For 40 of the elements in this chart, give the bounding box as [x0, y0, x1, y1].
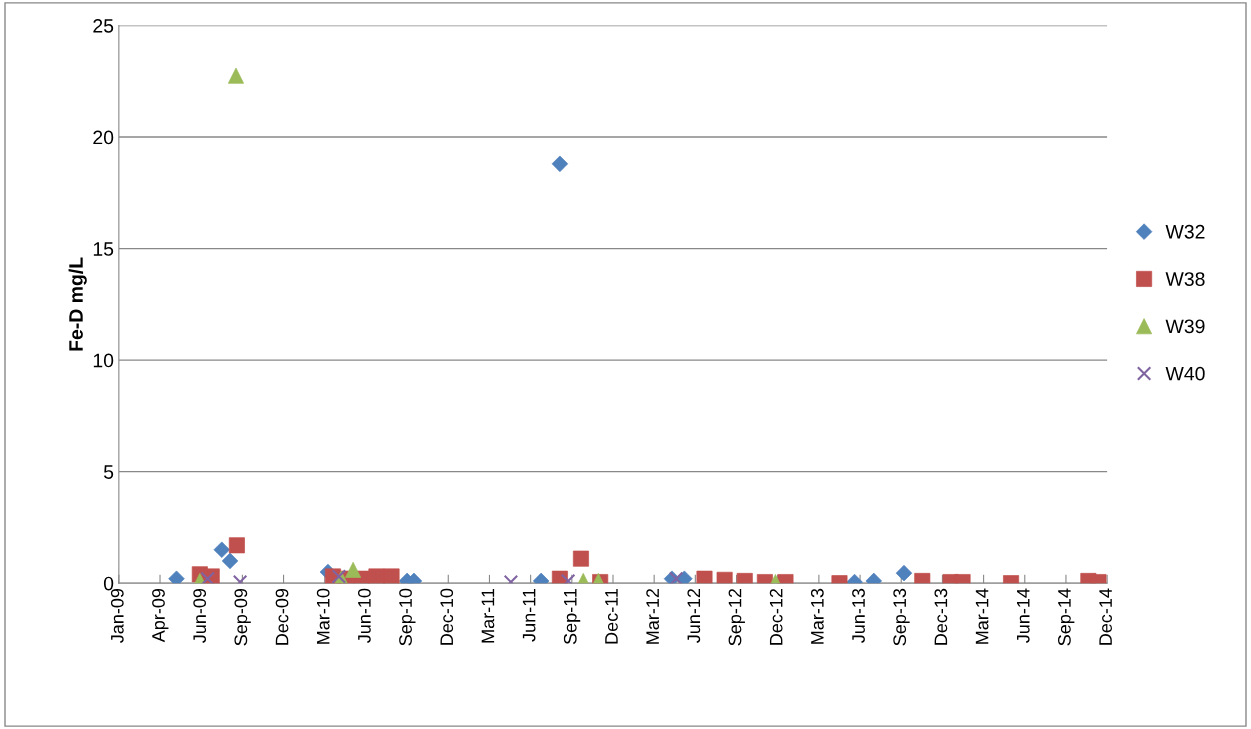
y-tick-label: 20 [93, 130, 114, 145]
point [200, 571, 215, 584]
x-tick-label: Sep-11 [563, 588, 581, 645]
x-tick-label: Sep-13 [893, 588, 910, 646]
x-tick-label: Apr-09 [152, 588, 169, 643]
x-tick-label: Jun-11 [522, 588, 536, 642]
x-tick-label: Dec-09 [275, 588, 289, 645]
point [696, 570, 713, 584]
x-tick-label: Dec-14 [1099, 588, 1112, 645]
x-tick-label: Jun-10 [357, 588, 371, 643]
legend-label: W40 [1165, 366, 1205, 381]
point [668, 571, 684, 584]
x-tick-label: Sep-10 [399, 588, 416, 646]
y-tick-label: 5 [103, 465, 114, 479]
y-tick-label: 25 [93, 18, 114, 33]
x-tick-label: Dec-11 [605, 588, 618, 644]
x-tick-label: Sep-12 [728, 588, 745, 646]
point [383, 568, 400, 584]
y-tick-label: 10 [93, 353, 114, 368]
x-tick-label: Dec-12 [769, 588, 783, 645]
y-axis-title: Fe-D mg/L [68, 257, 87, 351]
x-tick-label: Mar-13 [810, 588, 824, 644]
y-tick-label: 15 [93, 242, 114, 256]
y-tick-label: 0 [103, 576, 114, 591]
x-tick-label: Jun-09 [193, 588, 207, 643]
legend-label: W32 [1165, 224, 1205, 239]
x-tick-label: Jun-12 [687, 588, 701, 643]
x-tick-label: Jun-14 [1017, 588, 1030, 643]
x-tick-label: Mar-14 [975, 588, 989, 644]
x-tick-label: Sep-14 [1058, 588, 1075, 646]
x-tick-label: Sep-09 [234, 588, 251, 646]
x-tick-label: Dec-10 [440, 588, 454, 645]
x-tick-label: Mar-12 [646, 588, 660, 644]
x-tick-label: Mar-11 [481, 588, 495, 643]
legend-label: W38 [1165, 272, 1205, 286]
point [168, 570, 185, 584]
x-tick-label: Dec-13 [934, 588, 948, 645]
x-tick-label: Jun-13 [852, 588, 865, 643]
x-tick-label: Mar-10 [316, 588, 330, 644]
legend-label: W39 [1165, 319, 1205, 334]
